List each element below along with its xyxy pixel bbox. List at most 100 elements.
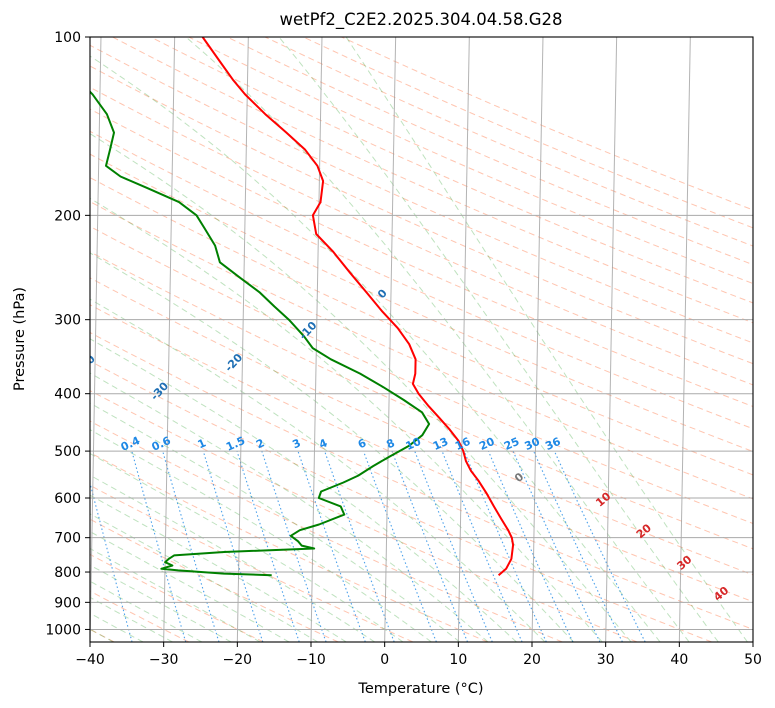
moist-adiabat xyxy=(90,338,517,642)
mixing-ratio-label: 1 xyxy=(196,436,208,451)
x-tick-label: 20 xyxy=(523,652,541,668)
isotherm xyxy=(531,37,544,642)
mixing-ratio-label: 0.1 xyxy=(22,434,45,454)
mixing-ratio-line xyxy=(487,450,574,642)
x-tick-label: −40 xyxy=(75,652,105,668)
chart-title: wetPf2_C2E2.2025.304.04.58.G28 xyxy=(279,10,562,30)
mixing-ratio-label: 25 xyxy=(502,435,521,453)
x-axis-label: Temperature (°C) xyxy=(357,681,483,697)
mixing-ratio-line xyxy=(512,450,601,642)
moist-adiabat xyxy=(90,494,347,642)
y-tick-label: 400 xyxy=(54,387,81,403)
x-tick-label: −10 xyxy=(296,652,326,668)
moist-adiabat xyxy=(90,580,203,642)
dry-adiabat xyxy=(90,177,753,476)
moist-adiabat-label: 30 xyxy=(674,553,694,573)
moist-adiabat xyxy=(90,402,461,642)
isotherm xyxy=(163,37,176,642)
moist-adiabat xyxy=(90,452,404,642)
plot-frame xyxy=(89,36,754,643)
dry-adiabat xyxy=(112,37,753,324)
x-tick-label: 0 xyxy=(380,652,389,668)
dry-adiabat xyxy=(90,65,753,365)
dry-adiabat xyxy=(90,86,753,386)
mixing-ratio-line xyxy=(131,450,187,642)
mixing-ratio-label: 16 xyxy=(453,435,473,453)
dry-adiabat xyxy=(150,37,753,304)
mixing-ratio-line xyxy=(236,450,300,642)
y-tick-label: 900 xyxy=(54,595,81,611)
mixing-ratio-line xyxy=(90,480,133,642)
mixing-ratio-label: 4 xyxy=(317,436,330,451)
isotherm xyxy=(752,614,753,642)
x-tick-label: 30 xyxy=(597,652,615,668)
y-tick-label: 100 xyxy=(54,30,81,46)
mixing-ratio-line xyxy=(391,450,469,642)
dry-adiabat xyxy=(90,201,753,500)
dry-adiabat xyxy=(90,452,488,642)
moist-adiabat xyxy=(90,429,432,642)
moist-adiabat xyxy=(90,564,232,642)
line-labels: 0.10.20.40.611.52346810131620253036-100-… xyxy=(22,286,732,603)
dewpoint-line xyxy=(90,90,431,577)
isotherm xyxy=(605,37,618,642)
moist-adiabat xyxy=(90,372,489,642)
dry-adiabat xyxy=(90,390,638,642)
dry-adiabat xyxy=(90,331,753,630)
isotherm xyxy=(457,37,470,642)
y-tick-label: 300 xyxy=(54,313,81,329)
x-tick-label: 50 xyxy=(744,652,762,668)
mixing-ratio-label: 8 xyxy=(384,436,396,451)
dry-adiabat xyxy=(90,553,264,642)
x-tick-label: −30 xyxy=(149,652,179,668)
temperature-line xyxy=(201,37,515,576)
dry-adiabat xyxy=(90,153,753,453)
dry-adiabat xyxy=(90,108,753,408)
mixing-ratio-label: 3 xyxy=(290,436,302,451)
mixing-ratio-line xyxy=(297,450,366,642)
mixing-ratio-line xyxy=(324,450,395,642)
dry-adiabat xyxy=(188,37,753,285)
dry-adiabat xyxy=(90,44,753,344)
isotherm xyxy=(384,37,397,642)
y-tick-label: 600 xyxy=(54,491,81,507)
isotherm-label: 0 xyxy=(375,286,390,301)
mixing-ratio-line xyxy=(362,450,437,642)
moist-adiabat xyxy=(345,37,748,642)
moist-adiabat xyxy=(185,37,690,642)
mixing-ratio-label: 6 xyxy=(356,436,369,451)
mixing-ratio-line xyxy=(202,450,264,642)
dry-adiabat xyxy=(90,251,753,550)
mixing-ratio-label: 10 xyxy=(404,435,424,453)
moist-adiabat xyxy=(90,133,632,642)
moist-adiabat xyxy=(90,197,603,642)
mixing-ratio-label: 36 xyxy=(543,435,563,453)
profile-series xyxy=(90,37,515,577)
mixing-ratio-label: 30 xyxy=(523,435,543,453)
mixing-ratio-label: 0.2 xyxy=(69,434,92,454)
y-tick-label: 1000 xyxy=(45,622,81,638)
x-tick-label: 10 xyxy=(449,652,467,668)
moist-adiabat xyxy=(90,55,661,642)
dry-adiabat xyxy=(90,277,753,576)
mixing-ratio-line xyxy=(261,450,327,642)
y-axis-label: Pressure (hPa) xyxy=(12,287,28,391)
y-tick-label: 500 xyxy=(54,444,81,460)
isotherm xyxy=(236,37,249,642)
dry-adiabat xyxy=(90,225,753,525)
mixing-ratio-label: 20 xyxy=(477,435,497,453)
dry-adiabat xyxy=(90,130,753,430)
moist-adiabat xyxy=(90,474,376,642)
dry-adiabat xyxy=(90,360,712,642)
moist-adiabat xyxy=(90,513,319,642)
grid-lines xyxy=(90,37,753,642)
y-tick-label: 200 xyxy=(54,208,81,224)
moist-adiabat xyxy=(90,530,290,642)
axes: −40 −30 −20 −10 0 10 20 30 40 5010020030040050060… xyxy=(45,30,762,668)
isotherm xyxy=(678,37,691,642)
moist-adiabat-label: 20 xyxy=(634,521,654,541)
moist-adiabat xyxy=(90,298,546,642)
x-tick-label: −20 xyxy=(223,652,253,668)
y-tick-label: 800 xyxy=(54,565,81,581)
